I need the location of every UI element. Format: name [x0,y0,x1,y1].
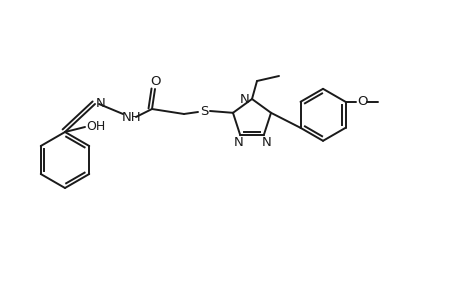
Text: N: N [261,136,271,149]
Text: O: O [357,95,367,108]
Text: N: N [96,97,106,110]
Text: O: O [151,74,161,88]
Text: N: N [240,92,249,106]
Text: S: S [199,104,208,118]
Text: NH: NH [122,110,141,124]
Text: N: N [233,136,243,149]
Text: OH: OH [86,119,106,133]
